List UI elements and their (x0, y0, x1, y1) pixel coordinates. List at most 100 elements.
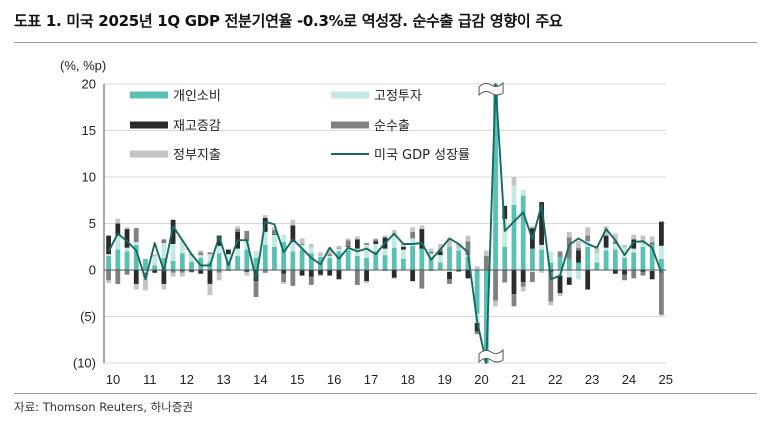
legend-swatch-net_exports (331, 121, 369, 129)
bar-net_exports (658, 270, 664, 315)
bar-inventories (428, 252, 434, 254)
bar-inventories (576, 250, 581, 263)
x-tick-label: 22 (548, 372, 562, 387)
bar-consumption (649, 244, 655, 270)
bar-government (631, 234, 637, 240)
bar-investment (640, 243, 646, 247)
legend-label: 개인소비 (173, 89, 221, 104)
bar-inventories (502, 205, 508, 219)
bar-government (557, 293, 563, 297)
title-divider (14, 42, 757, 43)
x-tick-label: 11 (143, 372, 157, 387)
bar-net_exports (520, 282, 526, 287)
bar-inventories (336, 270, 342, 280)
bar-government (658, 314, 664, 316)
bar-net_exports (631, 270, 637, 279)
bar-inventories (308, 270, 314, 277)
bar-net_exports (354, 270, 360, 285)
x-tick-label: 16 (327, 372, 341, 387)
bar-investment (594, 253, 600, 263)
bar-inventories (244, 270, 250, 272)
bar-government (336, 245, 342, 248)
chart-title: 도표 1. 미국 2025년 1Q GDP 전분기연율 -0.3%로 역성장. … (14, 12, 563, 30)
bar-consumption (502, 246, 508, 270)
bar-net_exports (456, 270, 462, 272)
bar-inventories (281, 270, 287, 274)
bar-consumption (474, 270, 480, 314)
bar-investment (290, 242, 296, 252)
bar-consumption (493, 84, 498, 270)
y-tick-label: 5 (89, 216, 96, 231)
bar-government (179, 272, 185, 277)
bar-net_exports (115, 270, 121, 284)
bar-government (198, 250, 204, 253)
bar-investment (225, 254, 231, 262)
bar-government (373, 238, 379, 240)
bar-consumption (447, 246, 452, 270)
bar-net_exports (281, 273, 287, 283)
x-tick-label: 23 (585, 372, 599, 387)
source-note: 자료: Thomson Reuters, 하나증권 (14, 400, 193, 414)
x-tick-label: 17 (364, 372, 378, 387)
bar-net_exports (327, 254, 333, 257)
bar-investment (603, 247, 609, 251)
bar-investment (382, 248, 388, 256)
bar-government (530, 226, 535, 229)
bar-consumption (520, 195, 526, 270)
bar-investment (115, 235, 121, 250)
bar-net_exports (373, 239, 379, 242)
bar-investment (622, 247, 627, 258)
bar-consumption (391, 247, 397, 270)
bar-inventories (474, 323, 480, 332)
bar-net_exports (548, 271, 554, 302)
bar-government (502, 282, 508, 284)
bar-investment (179, 239, 185, 254)
bar-government (419, 225, 425, 230)
bar-inventories (272, 233, 277, 235)
bar-consumption (548, 262, 554, 270)
bar-government (189, 271, 194, 273)
bar-government (106, 280, 112, 284)
bar-consumption (539, 249, 545, 270)
bar-inventories (327, 270, 333, 276)
legend-label: 고정투자 (374, 89, 422, 104)
bar-net_exports (179, 270, 185, 273)
bar-investment (456, 248, 462, 251)
y-tick-label: 10 (82, 170, 96, 185)
bar-consumption (133, 244, 139, 270)
bar-government (612, 233, 618, 242)
bar-consumption (345, 250, 351, 270)
bar-inventories (548, 270, 554, 272)
bar-net_exports (308, 276, 314, 285)
bar-government (410, 227, 416, 232)
bar-inventories (622, 270, 627, 275)
bar-government (115, 218, 121, 224)
bar-inventories (345, 245, 351, 247)
bar-government (520, 286, 526, 292)
bar-consumption (382, 255, 388, 270)
bar-consumption (354, 256, 360, 270)
bar-government (585, 227, 591, 236)
bar-investment (262, 231, 268, 245)
bar-government (216, 272, 222, 281)
bar-consumption (364, 257, 369, 270)
bar-inventories (640, 270, 646, 272)
bar-government (622, 244, 627, 248)
bar-net_exports (235, 229, 240, 232)
bar-consumption (143, 258, 148, 270)
bar-consumption (401, 258, 406, 270)
bar-government (308, 243, 314, 248)
bar-investment (520, 190, 526, 196)
bar-net_exports (622, 274, 627, 281)
legend-label: 미국 GDP 성장률 (374, 148, 470, 163)
bar-inventories (401, 246, 406, 250)
bar-inventories (585, 270, 591, 290)
bar-net_exports (483, 256, 489, 270)
bar-consumption (189, 261, 194, 270)
bar-investment (364, 244, 369, 258)
bar-government (327, 248, 333, 255)
bar-government (428, 248, 434, 253)
bar-net_exports (244, 230, 250, 242)
